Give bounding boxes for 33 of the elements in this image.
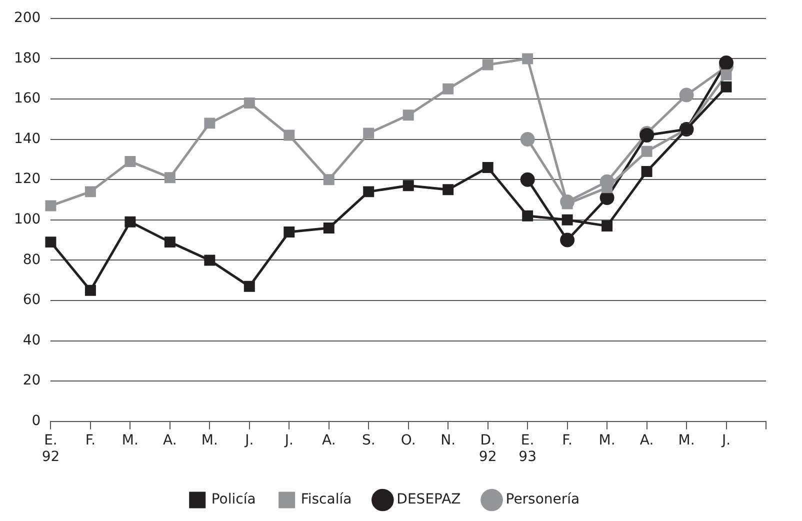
legend-label: Personería (506, 492, 580, 508)
y-tick-label: 0 (32, 413, 41, 430)
x-tick-label: S. (362, 432, 376, 448)
x-tick-label: E. 93 (518, 432, 536, 466)
y-tick-label: 20 (22, 372, 41, 389)
y-tick-label: 200 (14, 10, 41, 26)
y-tick-label: 80 (22, 252, 41, 268)
x-tick-label: J. (244, 432, 254, 448)
y-tick-label: 140 (14, 130, 41, 147)
x-tick-label: D. 92 (478, 432, 497, 466)
x-tick-label: M. (201, 432, 218, 448)
x-tick-label: M. (122, 432, 138, 448)
y-tick-label: 60 (22, 292, 41, 308)
x-tick-label: A. (163, 432, 177, 448)
y-tick-label: 40 (22, 332, 41, 348)
legend-label: Policía (211, 492, 256, 508)
y-tick-label: 100 (14, 212, 41, 228)
x-tick-label: M. (678, 432, 695, 448)
legend-label: Fiscalía (300, 492, 352, 508)
x-tick-label: A. (640, 432, 654, 448)
x-tick-label: A. (322, 432, 336, 448)
x-tick-label: O. (400, 432, 416, 448)
x-tick-label: M. (598, 432, 616, 448)
x-tick-label: J. (720, 432, 731, 448)
y-tick-label: 120 (14, 171, 41, 188)
y-tick-label: 180 (14, 50, 41, 66)
legend-label: DESEPAZ (396, 492, 461, 508)
x-tick-label: E. 92 (42, 432, 60, 466)
x-tick-label: F. (562, 432, 572, 448)
x-tick-label: N. (440, 432, 456, 448)
x-tick-label: F. (85, 432, 96, 448)
x-tick-label: J. (284, 432, 294, 448)
y-tick-label: 160 (14, 90, 41, 107)
